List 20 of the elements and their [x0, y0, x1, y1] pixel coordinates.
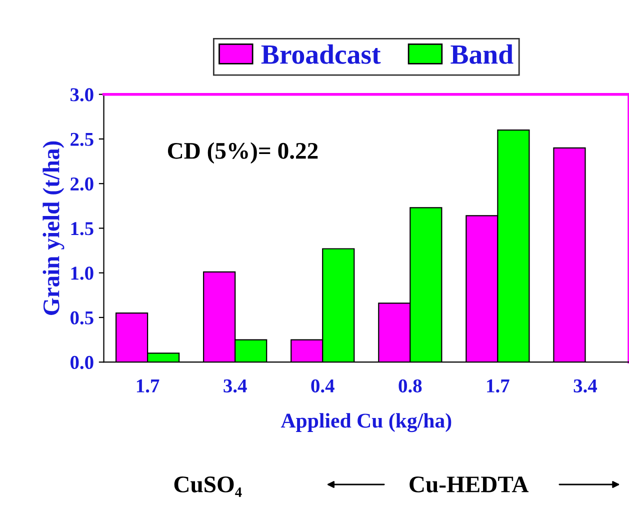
x-tick-label: 0.8 [398, 379, 422, 393]
y-axis-title: Grain yield (t/ha) [42, 141, 64, 315]
x-tick-label: 0.4 [311, 379, 334, 393]
x-tick-label: 1.7 [136, 379, 160, 393]
x-tick-label: 3.4 [224, 379, 247, 393]
y-tick-label: 2.0 [70, 177, 94, 191]
y-tick-label: 2.5 [70, 132, 94, 146]
y-tick-label: 3.0 [70, 88, 94, 102]
legend-label: Band [450, 44, 514, 64]
text: CuSO₄ [174, 476, 242, 497]
annotation: CD (5%)= 0.22 [168, 142, 318, 164]
text: Cu-HEDTA [410, 476, 529, 492]
y-tick-label: 1.0 [71, 266, 94, 280]
y-tick-label: 0.5 [70, 311, 94, 324]
x-tick-label: 3.4 [574, 379, 598, 393]
y-tick-label: 0.0 [70, 356, 94, 370]
y-tick-label: 1.5 [71, 222, 94, 236]
legend-label: Broadcast [261, 44, 381, 64]
x-axis-title: Applied Cu (kg/ha) [280, 413, 452, 432]
x-tick-label: 1.7 [487, 379, 510, 393]
